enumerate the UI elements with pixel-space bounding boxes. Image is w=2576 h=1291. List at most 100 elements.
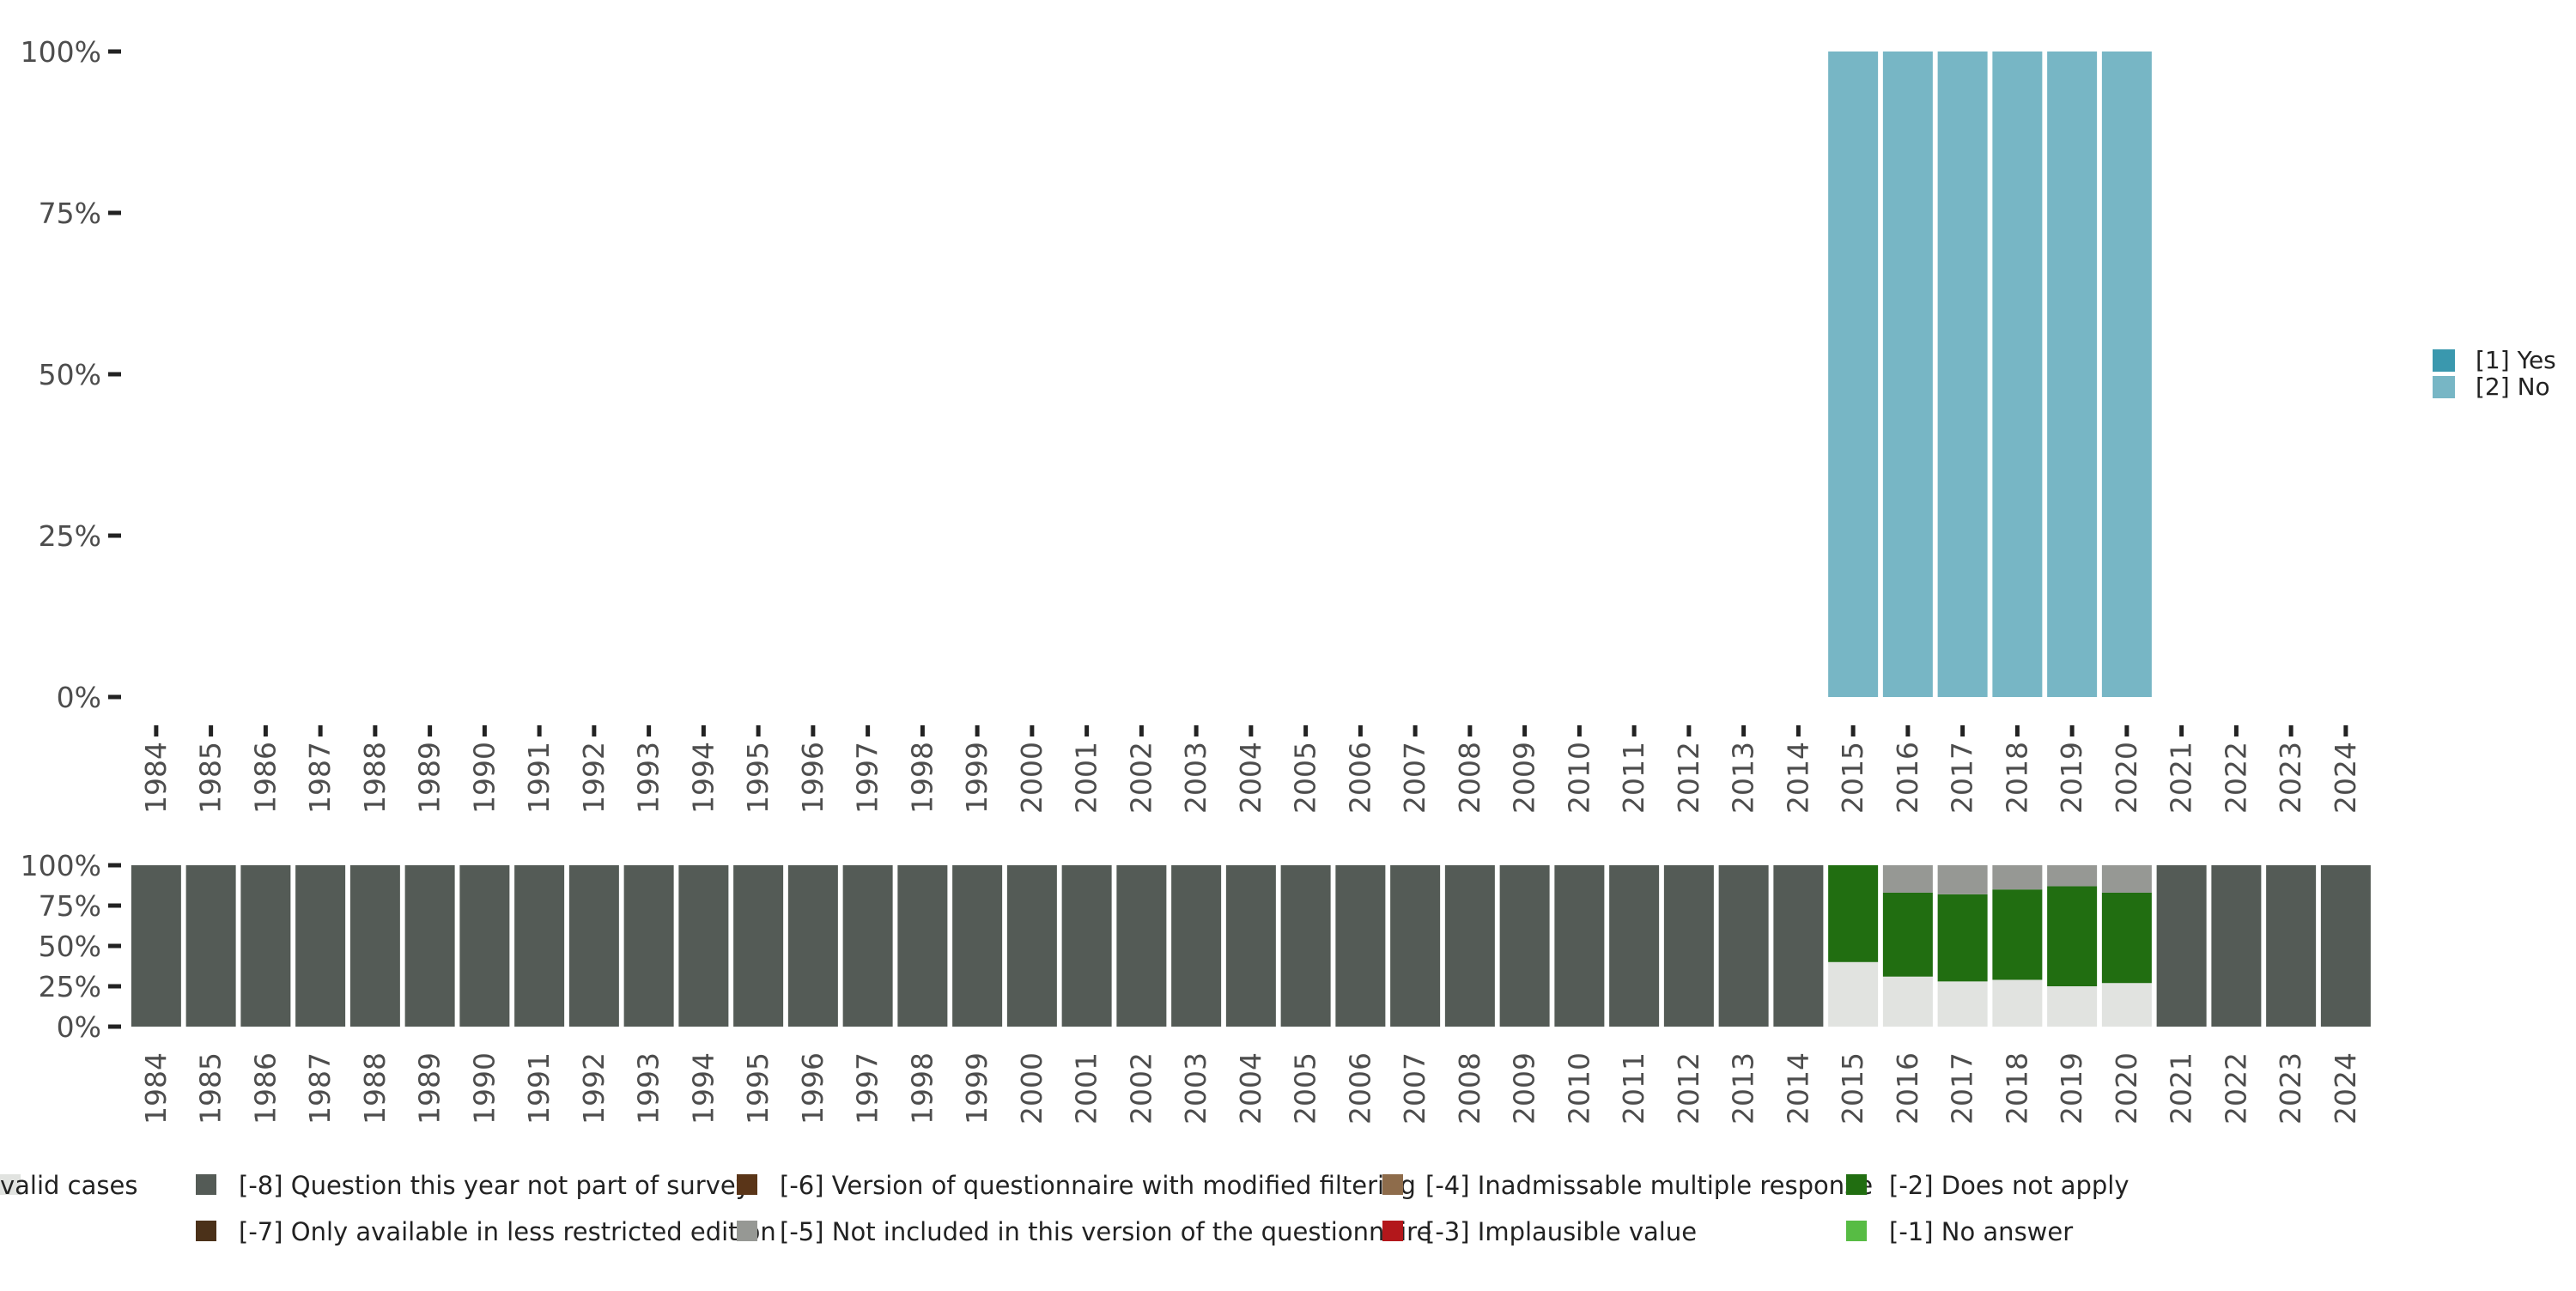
bottom-bar-2016-series-0	[1882, 976, 1933, 1027]
legend-bottom-key	[0, 1174, 21, 1195]
top-x-tick-label: 2007	[1398, 742, 1431, 814]
bottom-bar-1988-series-3	[349, 865, 400, 1027]
bottom-x-tick-label: 1988	[358, 1052, 392, 1124]
bottom-bar-1996-series-3	[787, 865, 838, 1027]
top-x-tick-label: 2015	[1836, 742, 1869, 814]
bottom-bar-2017-series-2	[1937, 865, 1988, 894]
bottom-x-tick-label: 2021	[2165, 1052, 2198, 1124]
bottom-x-tick-label: 1984	[139, 1052, 173, 1124]
legend-bottom-key	[737, 1221, 757, 1241]
legend-bottom-label: valid cases	[0, 1171, 137, 1200]
top-x-tick-label: 2008	[1453, 742, 1486, 814]
bottom-panel: 0% 25% 50% 75% 100% 1984 1985 1986 1987 1988 1989 1…	[21, 849, 2371, 1124]
bottom-bar-2009-series-3	[1499, 865, 1550, 1027]
legend-top-key	[2433, 349, 2455, 372]
bottom-bar-2010-series-3	[1554, 865, 1605, 1027]
top-bar-2017-series-1	[1937, 52, 1988, 697]
top-bar-2018-series-1	[1992, 52, 2043, 697]
bottom-bar-2020-series-0	[2101, 983, 2152, 1027]
top-bar-2015-series-1	[1828, 52, 1879, 697]
bottom-bar-2019-series-1	[2047, 886, 2098, 986]
top-x-tick-label: 2014	[1781, 742, 1814, 814]
bottom-x-tick-label: 1999	[960, 1052, 993, 1124]
bottom-x-tick-label: 2006	[1343, 1052, 1376, 1124]
top-x-tick-label: 1988	[358, 742, 392, 814]
bottom-bar-1997-series-3	[842, 865, 893, 1027]
bottom-x-tick-label: 1991	[522, 1052, 556, 1124]
bottom-bar-1985-series-3	[185, 865, 236, 1027]
bottom-x-tick-label: 1986	[248, 1052, 282, 1124]
bottom-x-tick-label: 2003	[1179, 1052, 1212, 1124]
legend-bottom-key	[196, 1221, 216, 1241]
top-y-tick-label: 25%	[39, 519, 101, 553]
legend-bottom-label: [-3] Implausible value	[1425, 1217, 1697, 1246]
bottom-x-tick-label: 2005	[1289, 1052, 1322, 1124]
top-panel: 0% 25% 50% 75% 100% 1984 1985 1986 1987 1988 1989 1…	[21, 35, 2362, 814]
top-x-tick-label: 2011	[1617, 742, 1650, 814]
bottom-x-tick-label: 1995	[741, 1052, 775, 1124]
bottom-bar-1990-series-3	[459, 865, 510, 1027]
bottom-x-tick-label: 2008	[1453, 1052, 1486, 1124]
legend-top-label: [1] Yes	[2476, 346, 2556, 374]
bottom-bar-1992-series-3	[568, 865, 619, 1027]
bottom-bar-1995-series-3	[733, 865, 784, 1027]
top-x-tick-label: 2005	[1289, 742, 1322, 814]
bottom-bar-2011-series-3	[1609, 865, 1660, 1027]
bottom-bar-2016-series-1	[1882, 892, 1933, 977]
bottom-bar-2019-series-0	[2047, 986, 2098, 1027]
bottom-bar-2016-series-2	[1882, 865, 1933, 893]
top-x-tick-label: 2002	[1124, 742, 1157, 814]
bottom-bar-2006-series-3	[1335, 865, 1386, 1027]
bottom-x-tick-label: 2022	[2219, 1052, 2252, 1124]
bottom-bar-2003-series-3	[1171, 865, 1222, 1027]
bottom-y-tick-label: 50%	[39, 930, 101, 963]
bottom-bar-2021-series-3	[2156, 865, 2207, 1027]
bottom-bar-2014-series-3	[1773, 865, 1824, 1027]
legend-bottom: [-8] Question this year not part of surv…	[0, 1171, 2129, 1246]
bottom-bar-1998-series-3	[897, 865, 948, 1027]
bottom-bar-2022-series-3	[2211, 865, 2262, 1027]
bottom-x-tick-label: 1998	[905, 1052, 939, 1124]
legend-bottom-key	[1846, 1221, 1867, 1241]
bottom-bar-2018-series-1	[1992, 889, 2043, 980]
bottom-x-tick-label: 2019	[2055, 1052, 2088, 1124]
bottom-x-tick-label: 1996	[796, 1052, 829, 1124]
top-x-tick-label: 2004	[1234, 742, 1267, 814]
bottom-y-tick-label: 75%	[39, 889, 101, 923]
bottom-x-tick-label: 2024	[2329, 1052, 2362, 1124]
top-y-tick-label: 100%	[21, 35, 101, 69]
bottom-bar-2020-series-1	[2101, 892, 2152, 984]
top-x-tick-label: 2021	[2165, 742, 2198, 814]
legend-bottom-key	[737, 1174, 757, 1195]
bottom-x-tick-label: 2015	[1836, 1052, 1869, 1124]
legend-bottom-key	[196, 1174, 216, 1195]
bottom-x-tick-label: 2016	[1891, 1052, 1924, 1124]
bottom-x-tick-label: 2001	[1070, 1052, 1103, 1124]
top-x-tick-label: 1991	[522, 742, 556, 814]
top-y-tick-label: 0%	[57, 681, 101, 714]
bottom-x-tick-label: 1992	[577, 1052, 611, 1124]
top-x-tick-label: 2001	[1070, 742, 1103, 814]
top-x-tick-label: 1997	[851, 742, 884, 814]
bottom-bar-2004-series-3	[1225, 865, 1276, 1027]
bottom-x-tick-label: 2012	[1672, 1052, 1705, 1124]
bottom-y-tick-label: 0%	[57, 1010, 101, 1044]
legend-bottom-key	[1382, 1221, 1403, 1241]
top-x-tick-label: 2013	[1727, 742, 1760, 814]
legend-bottom-key	[1846, 1174, 1867, 1195]
bottom-x-tick-label: 2017	[1946, 1052, 1979, 1124]
top-x-tick-label: 2006	[1343, 742, 1376, 814]
bottom-x-tick-label: 2000	[1015, 1052, 1048, 1124]
bottom-x-tick-label: 2007	[1398, 1052, 1431, 1124]
bottom-bar-2023-series-3	[2266, 865, 2317, 1027]
top-x-tick-label: 2016	[1891, 742, 1924, 814]
bottom-x-tick-label: 1997	[851, 1052, 884, 1124]
top-x-tick-label: 2019	[2055, 742, 2088, 814]
legend-bottom-label: [-5] Not included in this version of the…	[780, 1217, 1431, 1246]
bottom-x-tick-label: 2009	[1508, 1052, 1541, 1124]
legend-top-key	[2433, 376, 2455, 398]
bottom-bar-1999-series-3	[952, 865, 1003, 1027]
bottom-bar-2012-series-3	[1663, 865, 1714, 1027]
top-x-tick-label: 1987	[303, 742, 337, 814]
bottom-bar-1986-series-3	[240, 865, 291, 1027]
